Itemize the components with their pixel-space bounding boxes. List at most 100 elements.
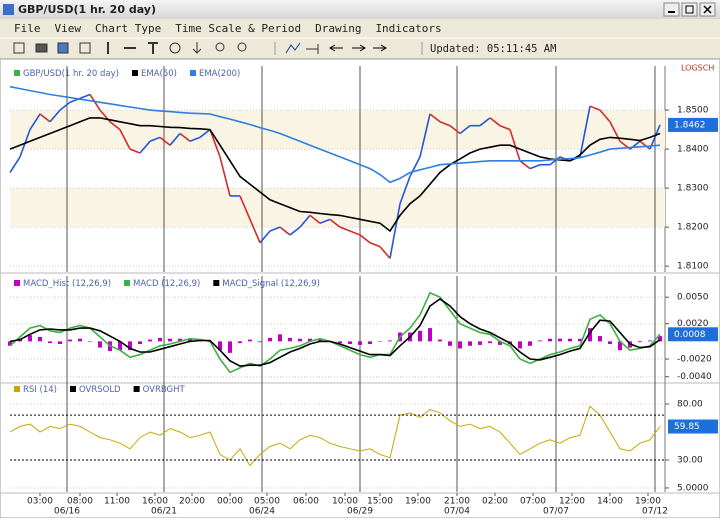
tool-icon[interactable] xyxy=(352,44,366,52)
hist-bar xyxy=(548,338,552,342)
hist-bar xyxy=(148,339,152,342)
menu-item[interactable]: Indicators xyxy=(375,22,441,35)
tool-icon[interactable] xyxy=(169,42,181,54)
y-tick-label: 0.0020 xyxy=(677,319,709,329)
hist-bar xyxy=(68,339,72,342)
price-segment xyxy=(119,129,131,150)
date-label: 06/21 xyxy=(151,507,177,517)
grid-band xyxy=(10,188,665,228)
tool-icon[interactable] xyxy=(35,43,48,53)
price-segment xyxy=(249,219,261,244)
legend-label: EMA(50) xyxy=(141,69,177,79)
menu-item[interactable]: Time Scale & Period xyxy=(175,22,301,35)
x-tick-label: 06:00 xyxy=(293,497,319,507)
hist-bar xyxy=(518,341,522,349)
hist-bar xyxy=(348,341,352,345)
last-value-label: 59.85 xyxy=(674,422,700,432)
window-title: GBP/USD(1 hr. 20 day) xyxy=(18,3,156,16)
tool-icon[interactable] xyxy=(13,42,25,54)
hist-bar xyxy=(558,338,562,342)
price-segment xyxy=(219,156,231,197)
hist-bar xyxy=(28,335,32,342)
price-segment xyxy=(409,156,421,177)
hist-bar xyxy=(448,341,452,346)
price-segment xyxy=(49,109,61,123)
price-segment xyxy=(209,129,221,158)
price-segment xyxy=(499,124,511,131)
price-segment xyxy=(639,140,651,150)
price-segment xyxy=(429,113,441,123)
x-tick-label: 08:00 xyxy=(67,497,93,507)
hist-bar xyxy=(168,338,172,342)
toolbar xyxy=(13,42,423,55)
price-segment xyxy=(589,105,601,111)
price-segment xyxy=(599,109,611,123)
series-line xyxy=(9,85,661,184)
app-icon xyxy=(3,4,14,15)
minimize-button[interactable] xyxy=(663,2,680,17)
hist-bar xyxy=(268,337,272,342)
hist-bar xyxy=(608,341,612,345)
price-segment xyxy=(319,218,331,224)
y-tick-label: -0.0040 xyxy=(677,372,712,382)
legend-label: OVRSOLD xyxy=(79,385,121,395)
x-tick-label: 10:00 xyxy=(332,497,358,507)
tool-icon[interactable] xyxy=(79,42,91,54)
y-tick-label: 5.0000 xyxy=(677,483,709,493)
hist-bar xyxy=(128,341,132,351)
price-segment xyxy=(159,136,171,146)
legend-swatch xyxy=(213,280,220,286)
hist-bar xyxy=(468,341,472,346)
y-tick-label: 1.8300 xyxy=(677,184,709,194)
x-tick-label: 00:00 xyxy=(217,497,243,507)
hist-bar xyxy=(318,338,322,342)
price-segment xyxy=(359,234,371,244)
tool-icon[interactable] xyxy=(306,44,319,54)
legend-swatch xyxy=(14,280,20,286)
hist-bar xyxy=(648,340,652,342)
window-buttons xyxy=(663,2,716,17)
menu-item[interactable]: Drawing xyxy=(315,22,361,35)
hist-bar xyxy=(478,341,482,345)
date-label: 07/12 xyxy=(642,507,668,517)
tool-icon[interactable] xyxy=(285,42,301,54)
hist-bar xyxy=(488,341,492,344)
price-segment xyxy=(379,246,391,259)
y-tick-label: 1.8200 xyxy=(677,223,709,233)
tool-icon[interactable] xyxy=(192,42,202,54)
scale-label: LOGSCH xyxy=(681,64,714,73)
hist-bar xyxy=(98,341,102,348)
hist-bar xyxy=(338,341,342,344)
x-tick-label: 16:00 xyxy=(142,497,168,507)
menu-item[interactable]: Chart Type xyxy=(95,22,161,35)
price-segment xyxy=(479,117,491,127)
hist-bar xyxy=(308,338,312,342)
price-segment xyxy=(149,136,161,143)
hist-bar xyxy=(138,341,142,345)
menu-item[interactable]: View xyxy=(55,22,82,35)
tool-icon[interactable] xyxy=(57,42,69,54)
price-segment xyxy=(459,125,471,135)
tool-icon[interactable] xyxy=(373,44,387,52)
maximize-button[interactable] xyxy=(681,2,698,17)
price-segment xyxy=(509,129,521,162)
hist-bar xyxy=(8,341,12,346)
hist-bar xyxy=(178,338,182,342)
y-tick-label: 1.8400 xyxy=(677,145,709,155)
x-tick-label: 21:00 xyxy=(444,497,470,507)
menu-item[interactable]: File xyxy=(14,22,41,35)
hist-bar xyxy=(158,337,162,342)
price-segment xyxy=(259,230,271,244)
price-segment xyxy=(549,156,561,166)
tool-icon[interactable] xyxy=(237,42,247,52)
hist-bar xyxy=(598,336,602,342)
hist-bar xyxy=(458,341,462,349)
tool-icon[interactable] xyxy=(329,44,343,52)
tool-icon[interactable] xyxy=(215,42,225,52)
y-tick-label: -0.0020 xyxy=(677,355,712,365)
legend-swatch xyxy=(69,386,76,392)
last-value-box xyxy=(668,327,718,342)
menu-toolbar-bg xyxy=(0,19,720,59)
tool-icon[interactable] xyxy=(148,42,158,54)
